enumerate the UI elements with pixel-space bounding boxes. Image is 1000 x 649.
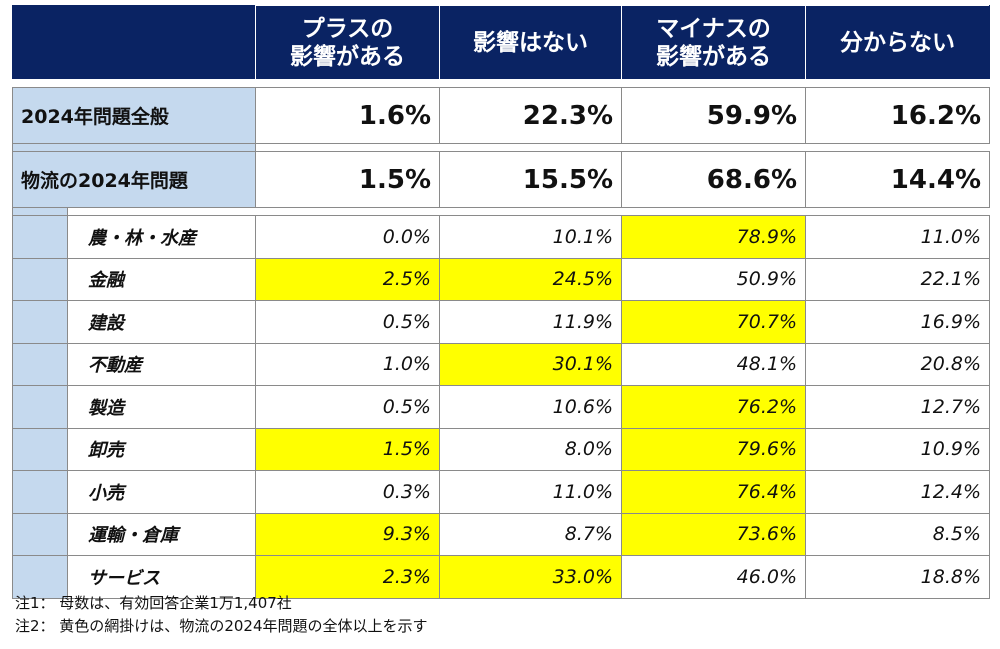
row-indent [12, 427, 68, 471]
value-cell: 48.1% [621, 342, 806, 386]
summary-row-label: 2024年問題全般 [12, 87, 256, 144]
value-cell: 0.5% [255, 300, 440, 344]
column-header: プラスの 影響がある [255, 5, 440, 80]
summary-value-cell: 68.6% [621, 151, 806, 208]
highlighted-value-cell: 73.6% [621, 512, 806, 556]
value-cell: 0.0% [255, 215, 440, 259]
summary-value-cell: 15.5% [439, 151, 622, 208]
summary-row-label: 物流の2024年問題 [12, 151, 256, 208]
summary-row: 物流の2024年問題 1.5% 15.5% 68.6% 14.4% [12, 151, 990, 208]
value-cell: 12.7% [805, 385, 990, 429]
row-indent [12, 470, 68, 514]
row-indent [12, 342, 68, 386]
row-label: 製造 [67, 385, 256, 429]
row-label: サービス [67, 555, 256, 599]
value-cell: 8.5% [805, 512, 990, 556]
value-cell: 10.1% [439, 215, 622, 259]
highlighted-value-cell: 2.5% [255, 257, 440, 301]
row-label: 建設 [67, 300, 256, 344]
note-2: 注2： 黄色の網掛けは、物流の2024年問題の全体以上を示す [15, 617, 428, 635]
summary-value-cell: 59.9% [621, 87, 806, 144]
row-indent [12, 385, 68, 429]
row-label: 卸売 [67, 427, 256, 471]
column-header: 影響はない [439, 5, 622, 80]
column-header: 分からない [805, 5, 990, 80]
spacer-row [12, 143, 990, 152]
value-cell: 10.6% [439, 385, 622, 429]
row-indent [12, 555, 68, 599]
spacer-cell [255, 143, 990, 152]
highlighted-value-cell: 76.2% [621, 385, 806, 429]
highlighted-value-cell: 9.3% [255, 512, 440, 556]
column-header-text: プラスの 影響がある [290, 15, 405, 70]
column-header-text: 分からない [840, 29, 955, 56]
row-indent [12, 300, 68, 344]
row-label: 小売 [67, 470, 256, 514]
table-row: 建設 0.5% 11.9% 70.7% 16.9% [12, 300, 990, 344]
value-cell: 0.5% [255, 385, 440, 429]
value-cell: 8.0% [439, 427, 622, 471]
spacer-row [12, 207, 990, 216]
value-cell: 1.0% [255, 342, 440, 386]
row-indent [12, 215, 68, 259]
table-row: 運輸・倉庫 9.3% 8.7% 73.6% 8.5% [12, 512, 990, 556]
spacer-sidebar [12, 207, 68, 216]
value-cell: 12.4% [805, 470, 990, 514]
row-label: 不動産 [67, 342, 256, 386]
value-cell: 20.8% [805, 342, 990, 386]
value-cell: 16.9% [805, 300, 990, 344]
highlighted-value-cell: 70.7% [621, 300, 806, 344]
value-cell: 50.9% [621, 257, 806, 301]
value-cell: 11.9% [439, 300, 622, 344]
table-row: 製造 0.5% 10.6% 76.2% 12.7% [12, 385, 990, 429]
summary-value-cell: 16.2% [805, 87, 990, 144]
summary-row: 2024年問題全般 1.6% 22.3% 59.9% 16.2% [12, 87, 990, 144]
value-cell: 11.0% [439, 470, 622, 514]
value-cell: 0.3% [255, 470, 440, 514]
value-cell: 18.8% [805, 555, 990, 599]
notes: 注1： 母数は、有効回答企業1万1,407社 注2： 黄色の網掛けは、物流の20… [15, 592, 428, 638]
highlighted-value-cell: 79.6% [621, 427, 806, 471]
table-row: サービス 2.3% 33.0% 46.0% 18.8% [12, 555, 990, 599]
spacer-cell [67, 207, 990, 216]
table-row: 小売 0.3% 11.0% 76.4% 12.4% [12, 470, 990, 514]
spacer-row [13, 80, 990, 88]
highlighted-value-cell: 33.0% [439, 555, 622, 599]
highlighted-value-cell: 24.5% [439, 257, 622, 301]
value-cell: 8.7% [439, 512, 622, 556]
summary-value-cell: 1.5% [255, 151, 440, 208]
column-header-text: マイナスの 影響がある [656, 15, 771, 70]
value-cell: 46.0% [621, 555, 806, 599]
note-1: 注1： 母数は、有効回答企業1万1,407社 [15, 594, 292, 612]
table-row: 農・林・水産 0.0% 10.1% 78.9% 11.0% [12, 215, 990, 259]
highlighted-value-cell: 2.3% [255, 555, 440, 599]
value-cell: 10.9% [805, 427, 990, 471]
header-corner [12, 5, 256, 80]
row-label: 農・林・水産 [67, 215, 256, 259]
header-row: プラスの 影響がある 影響はない マイナスの 影響がある 分からない [12, 5, 990, 80]
row-indent [12, 512, 68, 556]
highlighted-value-cell: 1.5% [255, 427, 440, 471]
column-header-text: 影響はない [473, 29, 588, 56]
highlighted-value-cell: 78.9% [621, 215, 806, 259]
value-cell: 22.1% [805, 257, 990, 301]
table-row: 不動産 1.0% 30.1% 48.1% 20.8% [12, 342, 990, 386]
summary-value-cell: 22.3% [439, 87, 622, 144]
spacer-cell [13, 80, 990, 88]
row-label: 金融 [67, 257, 256, 301]
row-indent [12, 257, 68, 301]
table-row: 卸売 1.5% 8.0% 79.6% 10.9% [12, 427, 990, 471]
value-cell: 11.0% [805, 215, 990, 259]
summary-value-cell: 1.6% [255, 87, 440, 144]
column-header: マイナスの 影響がある [621, 5, 806, 80]
survey-table: プラスの 影響がある 影響はない マイナスの 影響がある 分からない 2024年… [12, 5, 990, 599]
summary-value-cell: 14.4% [805, 151, 990, 208]
spacer-sidebar [12, 143, 256, 152]
highlighted-value-cell: 30.1% [439, 342, 622, 386]
table-row: 金融 2.5% 24.5% 50.9% 22.1% [12, 257, 990, 301]
row-label: 運輸・倉庫 [67, 512, 256, 556]
highlighted-value-cell: 76.4% [621, 470, 806, 514]
